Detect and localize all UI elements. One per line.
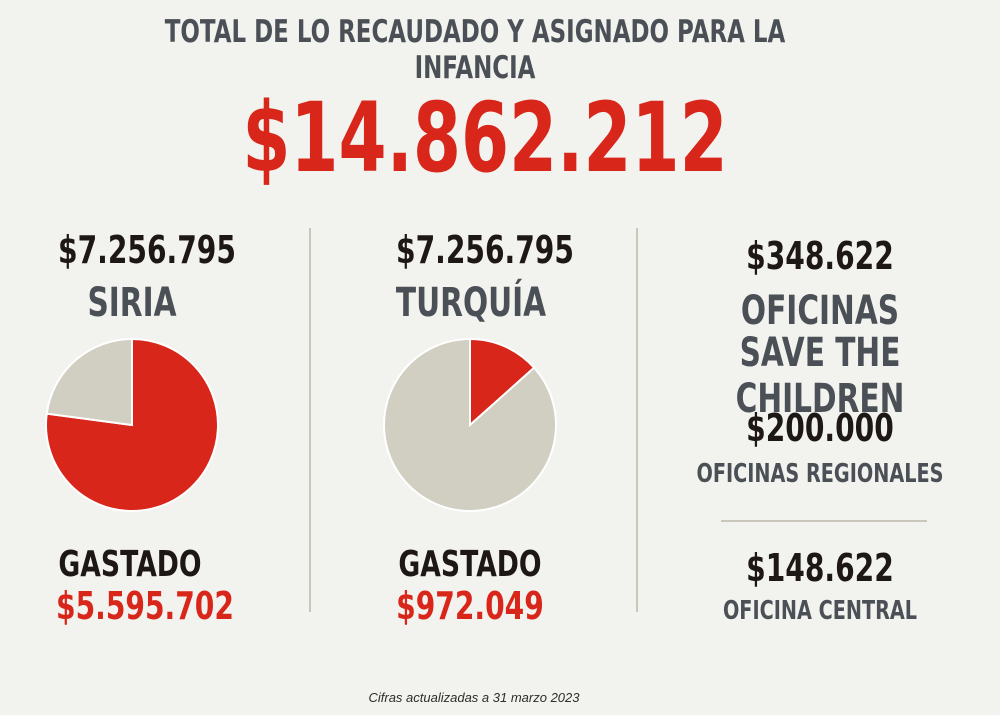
regional-amount: $200.000 [746,406,894,450]
turquia-pie-chart [383,337,557,512]
central-amount: $148.622 [746,546,894,590]
siria-spent-label: GASTADO [58,544,202,585]
column-divider [309,228,311,612]
pie-slice-gastado [469,337,536,428]
footnote: Cifras actualizadas a 31 marzo 2023 [368,690,580,705]
turquia-amount: $7.256.795 [396,228,574,272]
total-amount: $14.862.212 [242,82,728,194]
siria-spent-amount: $5.595.702 [56,584,234,628]
pie-slice-restante [383,337,557,512]
siria-pie-chart [45,337,219,512]
pie-slice-restante [45,337,133,427]
regional-label: OFICINAS REGIONALES [696,459,944,489]
siria-amount: $7.256.795 [58,228,236,272]
offices-name-line2: SAVE THE CHILDREN [735,330,905,422]
chart-title: TOTAL DE LO RECAUDADO Y ASIGNADO PARA LA… [164,14,786,86]
offices-amount: $348.622 [746,234,894,278]
offices-name-line1: OFICINAS [740,288,900,334]
turquia-spent-label: GASTADO [398,544,542,585]
offices-divider [721,520,927,522]
turquia-spent-amount: $972.049 [396,584,544,628]
column-divider [636,228,638,612]
central-label: OFICINA CENTRAL [722,596,918,626]
turquia-name: TURQUÍA [395,280,547,326]
siria-name: SIRIA [87,280,177,326]
